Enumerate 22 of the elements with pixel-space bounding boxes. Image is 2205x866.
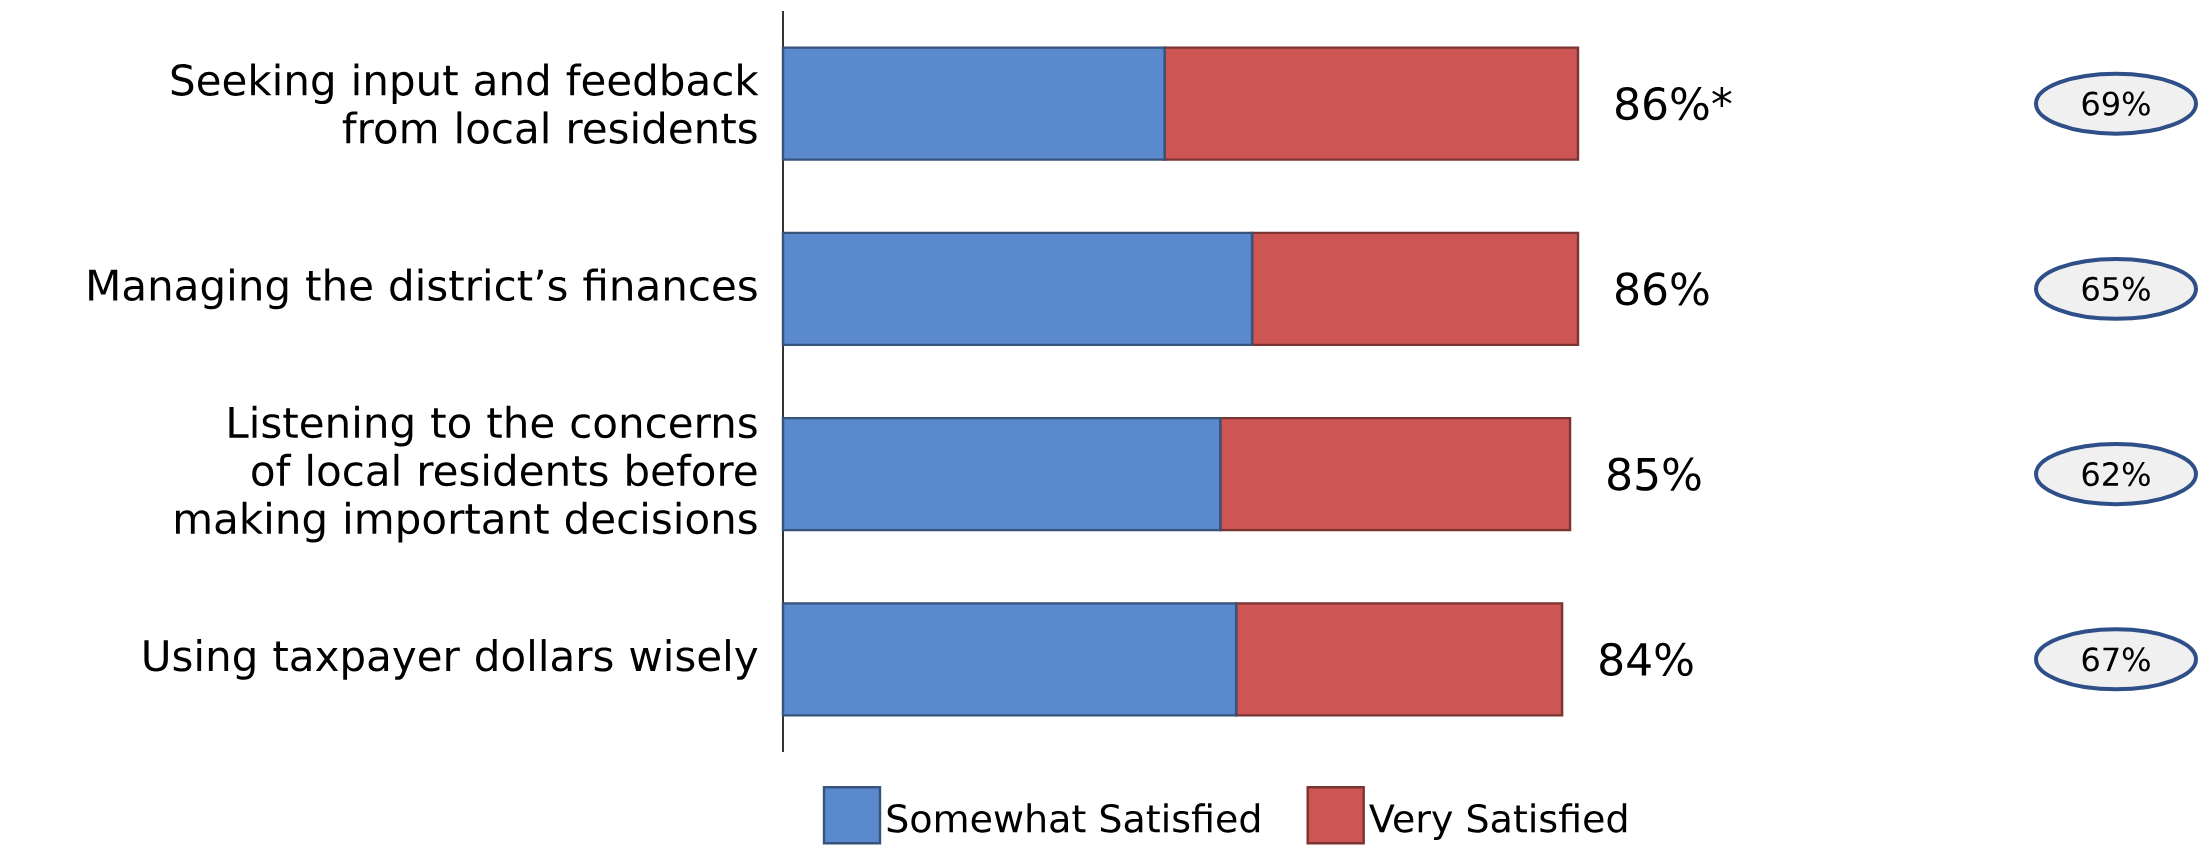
y-tick-label: Managing the district’s finances xyxy=(89,268,757,310)
bar xyxy=(781,416,1222,532)
text: 85% xyxy=(1608,457,1701,491)
bar xyxy=(781,602,1238,717)
text: 67% xyxy=(2082,647,2150,672)
text: 84% xyxy=(1600,642,1693,677)
y-tick-label: Using taxpayer dollars wisely xyxy=(144,639,758,680)
bar xyxy=(1163,46,1580,161)
bar xyxy=(1234,602,1564,717)
y-tick-label: Seeking input and feedback from local residents xyxy=(171,63,759,144)
y-tick-label: Listening to the concerns of local residents before making important decisions xyxy=(176,405,757,543)
text: 62% xyxy=(2082,462,2150,487)
text: 65% xyxy=(2082,276,2150,301)
text: 86%* xyxy=(1616,86,1732,121)
legend-label: Somewhat Satisfied xyxy=(887,803,1260,833)
bar xyxy=(1250,231,1580,347)
bar xyxy=(1219,416,1572,532)
bar xyxy=(781,231,1254,347)
text: 86% xyxy=(1616,272,1709,306)
text: 69% xyxy=(2082,91,2150,116)
legend-label: Very Satisfied xyxy=(1369,803,1627,841)
bar xyxy=(781,46,1166,161)
